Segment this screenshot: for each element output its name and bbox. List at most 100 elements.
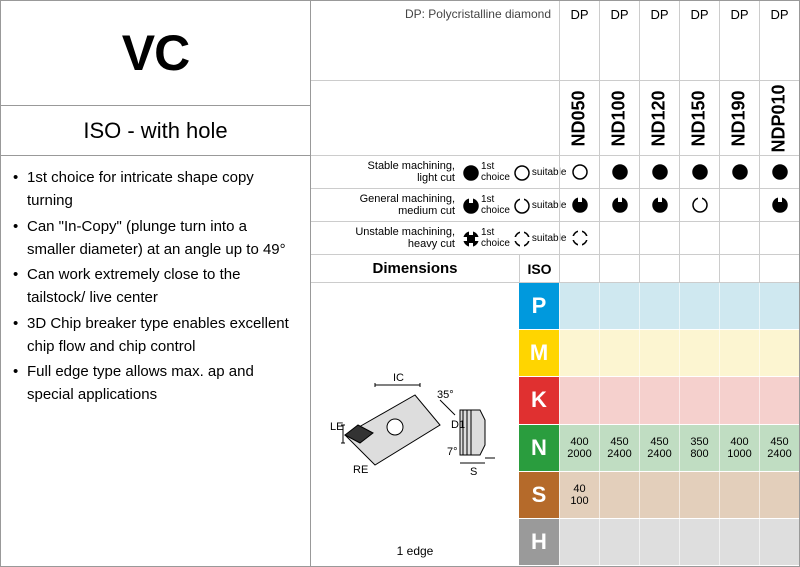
material-cell: 4001000	[719, 425, 759, 471]
material-cell	[759, 377, 799, 423]
material-cell	[639, 377, 679, 423]
diagram-ic: IC	[393, 372, 404, 384]
legend-row: General machining,medium cut1st choicesu…	[311, 189, 799, 222]
material-cell	[679, 519, 719, 565]
suitability-mark	[559, 222, 599, 254]
material-cell	[639, 283, 679, 329]
material-cell	[639, 472, 679, 518]
dp-cell: DP	[679, 1, 719, 81]
legend-key: 1st choicesuitable	[461, 194, 559, 216]
diagram-d1: D1	[451, 419, 465, 431]
diagram-le: LE	[330, 421, 343, 433]
suitability-mark	[559, 156, 599, 188]
material-letter: P	[519, 283, 559, 329]
material-row-S: S40100	[519, 472, 799, 519]
suitability-mark	[599, 222, 639, 254]
iso-label: ISO	[519, 255, 559, 282]
material-cell	[559, 519, 599, 565]
material-cell	[559, 377, 599, 423]
feature-item: Full edge type allows max. ap and specia…	[13, 360, 298, 407]
suitability-mark	[679, 189, 719, 221]
material-row-H: H	[519, 519, 799, 566]
dp-cell: DP	[759, 1, 799, 81]
material-area: IC LE RE 35° D1 7° S 1 edge PMKN40020004…	[311, 283, 799, 566]
suitability-mark	[719, 156, 759, 188]
material-letter: N	[519, 425, 559, 471]
material-row-K: K	[519, 377, 799, 424]
material-cell	[559, 283, 599, 329]
material-cell	[679, 472, 719, 518]
material-cell	[599, 283, 639, 329]
feature-list: 1st choice for intricate shape copy turn…	[1, 156, 310, 419]
suitability-mark	[719, 222, 759, 254]
material-cell	[719, 330, 759, 376]
diagram-svg: IC LE RE 35° D1 7° S	[325, 365, 505, 485]
material-letter: S	[519, 472, 559, 518]
material-cell	[759, 472, 799, 518]
diagram-7: 7°	[447, 446, 458, 458]
material-cell	[679, 377, 719, 423]
suitability-mark	[679, 222, 719, 254]
subtitle: ISO - with hole	[83, 118, 227, 144]
dp-note: DP: Polycristalline diamond	[311, 1, 559, 81]
suitability-mark	[759, 189, 799, 221]
legend-label: Unstable machining,heavy cut	[311, 226, 461, 250]
insert-code: VC	[122, 24, 189, 82]
material-cell: 4502400	[759, 425, 799, 471]
material-cell: 40100	[559, 472, 599, 518]
material-cell	[719, 519, 759, 565]
material-cell	[599, 330, 639, 376]
feature-item: Can work extremely close to the tailstoc…	[13, 263, 298, 310]
material-cell	[759, 283, 799, 329]
suitability-mark	[679, 156, 719, 188]
material-cell	[599, 472, 639, 518]
suitability-mark	[719, 189, 759, 221]
grade-code: ND050	[559, 81, 599, 155]
material-cell	[719, 377, 759, 423]
material-cell: 4502400	[599, 425, 639, 471]
material-cell	[599, 377, 639, 423]
material-cell	[639, 519, 679, 565]
material-cell	[599, 519, 639, 565]
suitability-legend: Stable machining,light cut1st choicesuit…	[311, 156, 799, 255]
legend-row: Unstable machining,heavy cut1st choicesu…	[311, 222, 799, 255]
suitability-mark	[599, 156, 639, 188]
suitability-mark	[639, 156, 679, 188]
grade-code: NDP010	[759, 81, 799, 155]
legend-row: Stable machining,light cut1st choicesuit…	[311, 156, 799, 189]
feature-item: Can "In-Copy" (plunge turn into a smalle…	[13, 215, 298, 262]
grade-code: ND120	[639, 81, 679, 155]
right-column: DP: Polycristalline diamond DPDPDPDPDPDP…	[311, 1, 799, 566]
title-box: VC	[1, 1, 310, 106]
material-letter: H	[519, 519, 559, 565]
material-letter: K	[519, 377, 559, 423]
material-cell	[719, 472, 759, 518]
feature-item: 3D Chip breaker type enables excellent c…	[13, 312, 298, 359]
suitability-mark	[559, 189, 599, 221]
grade-row: ND050ND100ND120ND150ND190NDP010	[311, 81, 799, 156]
legend-key: 1st choicesuitable	[461, 227, 559, 249]
diagram-re: RE	[353, 464, 368, 476]
insert-diagram: IC LE RE 35° D1 7° S 1 edge	[311, 283, 519, 566]
material-cell	[719, 283, 759, 329]
material-cell	[759, 519, 799, 565]
grade-code: ND100	[599, 81, 639, 155]
material-cell	[639, 330, 679, 376]
dp-cell: DP	[639, 1, 679, 81]
material-cell	[679, 330, 719, 376]
catalog-page: VC ISO - with hole 1st choice for intric…	[0, 0, 800, 567]
dp-cell: DP	[559, 1, 599, 81]
material-cell	[559, 330, 599, 376]
material-row-N: N400200045024004502400350800400100045024…	[519, 425, 799, 472]
dimensions-label: Dimensions	[311, 255, 519, 282]
material-cell: 350800	[679, 425, 719, 471]
dp-cell: DP	[719, 1, 759, 81]
diagram-caption: 1 edge	[397, 544, 434, 558]
material-cell: 4502400	[639, 425, 679, 471]
material-row-P: P	[519, 283, 799, 330]
material-grid: PMKN400200045024004502400350800400100045…	[519, 283, 799, 566]
dimensions-header: Dimensions ISO	[311, 255, 799, 283]
material-row-M: M	[519, 330, 799, 377]
suitability-mark	[759, 156, 799, 188]
suitability-mark	[759, 222, 799, 254]
